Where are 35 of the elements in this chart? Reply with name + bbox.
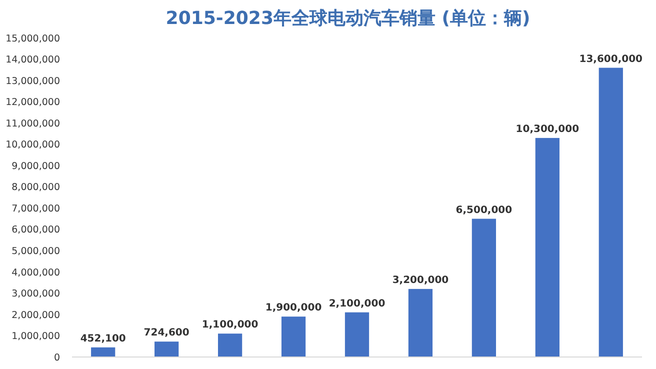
bar bbox=[344, 312, 370, 357]
y-tick-label: 2,000,000 bbox=[12, 310, 60, 321]
data-label: 1,900,000 bbox=[265, 302, 322, 314]
bar bbox=[535, 138, 560, 357]
y-tick-label: 13,000,000 bbox=[6, 76, 60, 87]
y-tick-label: 14,000,000 bbox=[6, 54, 60, 66]
bar bbox=[472, 218, 496, 357]
y-tick-label: 15,000,000 bbox=[6, 33, 60, 44]
chart-title: 2015-2023年全球电动汽车销量 (单位：辆) bbox=[166, 8, 530, 29]
data-label: 10,300,000 bbox=[516, 124, 580, 135]
data-label: 2,100,000 bbox=[328, 298, 386, 310]
y-tick-label: 1,000,000 bbox=[12, 331, 60, 342]
data-label: 452,100 bbox=[80, 333, 126, 344]
bar bbox=[218, 334, 242, 357]
y-tick-label: 0 bbox=[54, 352, 60, 364]
y-tick-label: 11,000,000 bbox=[6, 118, 60, 130]
data-label: 3,200,000 bbox=[392, 274, 449, 286]
y-tick-label: 3,000,000 bbox=[12, 288, 60, 300]
data-label: 13,600,000 bbox=[579, 54, 643, 65]
y-tick-label: 6,000,000 bbox=[12, 224, 60, 236]
y-tick-label: 10,000,000 bbox=[6, 140, 60, 151]
y-tick-label: 8,000,000 bbox=[12, 182, 60, 194]
data-label: 6,500,000 bbox=[456, 204, 512, 216]
bar bbox=[408, 288, 433, 357]
bar bbox=[598, 68, 623, 357]
data-label: 724,600 bbox=[144, 328, 190, 339]
y-tick-label: 5,000,000 bbox=[12, 246, 60, 257]
data-label: 1,100,000 bbox=[202, 320, 258, 331]
y-tick-label: 12,000,000 bbox=[6, 97, 60, 108]
y-tick-label: 4,000,000 bbox=[12, 267, 60, 278]
bar bbox=[91, 347, 116, 357]
y-tick-label: 7,000,000 bbox=[12, 203, 60, 214]
y-tick-label: 9,000,000 bbox=[12, 160, 60, 172]
bar bbox=[154, 342, 179, 357]
bar bbox=[281, 316, 306, 357]
